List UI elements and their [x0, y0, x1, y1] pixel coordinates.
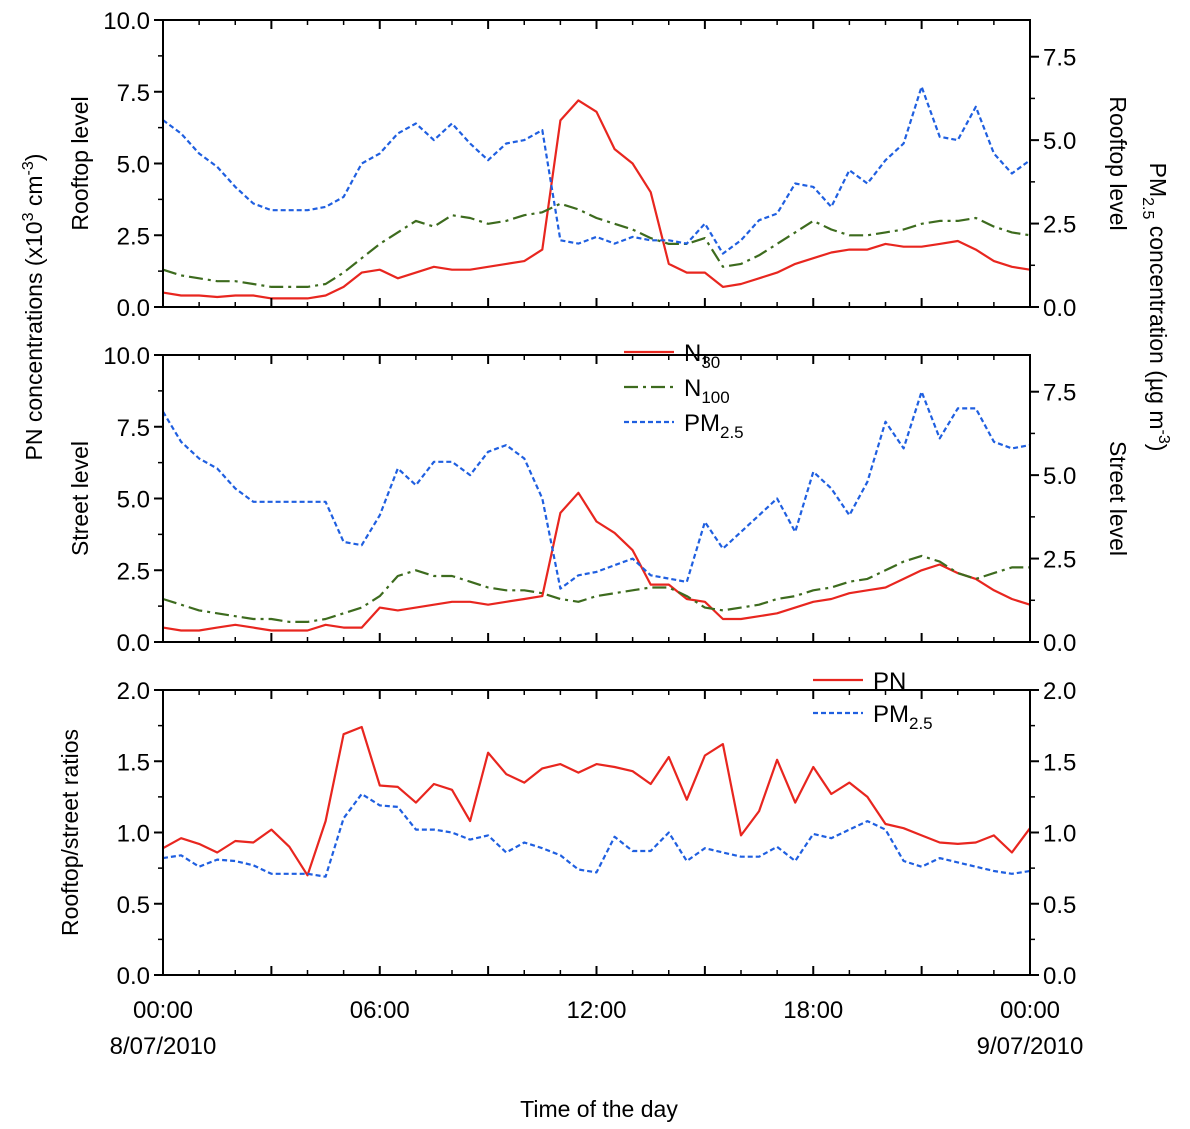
- legend-label-main: N: [684, 375, 701, 402]
- plot-frame-street: [162, 354, 1031, 643]
- right-axis-title-sub: 2.5: [1139, 197, 1156, 219]
- x-tick-date: 8/07/2010: [110, 1033, 217, 1060]
- legend-label-main: N: [684, 340, 701, 367]
- y-tick-label-left: 2.5: [117, 223, 150, 250]
- series-rooftop-n100: [162, 202, 1031, 288]
- series-rooftop-n30: [162, 99, 1031, 300]
- series-street-n30: [162, 491, 1031, 632]
- legend-label-main: PM: [684, 410, 720, 437]
- y-axis-label-rooftop: Rooftop level: [67, 96, 93, 230]
- y-axis-label-street: Street level: [67, 441, 93, 556]
- panel-rooftop: 0.0 2.5 5.0 7.5 10.0 0.0 2.5 5.0 7.5 Rooftop leve…: [67, 8, 1131, 322]
- legend-label: PM2.5: [873, 701, 933, 733]
- y-tick-label-left: 7.5: [117, 80, 150, 107]
- x-tick-label: 18:00: [783, 997, 843, 1024]
- y-tick-label-right: 1.5: [1043, 749, 1076, 776]
- x-tick-label: 00:00: [133, 997, 193, 1024]
- legend-label-sub: 30: [701, 353, 720, 372]
- legend-label-sub: 100: [701, 388, 729, 407]
- y-tick-label-left: 5.0: [117, 152, 150, 179]
- y-tick-label-right: 2.5: [1043, 547, 1076, 574]
- legend-label-sub: 2.5: [909, 714, 933, 733]
- left-axis-title-unit: cm: [21, 175, 47, 212]
- legend-label-main: PM: [873, 701, 909, 728]
- y-tick-label-right: 0.5: [1043, 892, 1076, 919]
- y-tick-label-left: 10.0: [103, 8, 150, 35]
- left-axis-title: PN concentrations (x103 cm-3): [20, 154, 47, 461]
- y-tick-label-right: 2.5: [1043, 212, 1076, 239]
- y-axis-label-ratios: Rooftop/street ratios: [57, 729, 83, 936]
- legend-label: PM2.5: [684, 410, 744, 442]
- y-tick-label-right: 0.0: [1043, 963, 1076, 990]
- y-tick-label-right: 5.0: [1043, 463, 1076, 490]
- y-tick-label-left: 0.0: [117, 630, 150, 657]
- legend-label: N100: [684, 375, 730, 407]
- series-rooftop-pm25: [162, 85, 1031, 255]
- y-tick-label-left: 1.5: [117, 749, 150, 776]
- left-axis-title-main: PN concentrations (x10: [21, 221, 47, 460]
- y-axis-label-right-rooftop: Rooftop level: [1105, 96, 1131, 230]
- panel-street: 0.0 2.5 5.0 7.5 10.0 0.0 2.5 5.0 7.5 Street level…: [67, 343, 1131, 657]
- y-tick-label-right: 2.0: [1043, 678, 1076, 705]
- y-tick-label-left: 1.0: [117, 821, 150, 848]
- y-tick-label-left: 0.0: [117, 295, 150, 322]
- series-street-n100: [162, 554, 1030, 624]
- y-tick-label-right: 5.0: [1043, 128, 1076, 155]
- y-tick-label-left: 10.0: [103, 343, 150, 370]
- series-ratios-pm25: [162, 792, 1031, 878]
- series-street-pm25: [162, 390, 1031, 590]
- left-axis-title-close: ): [21, 154, 47, 162]
- right-axis-title-close: ): [1145, 444, 1171, 452]
- y-tick-label-right: 7.5: [1043, 45, 1076, 72]
- y-tick-label-left: 2.0: [117, 678, 150, 705]
- y-tick-label-right: 0.0: [1043, 630, 1076, 657]
- chart-panels: 0.0 2.5 5.0 7.5 10.0 0.0 2.5 5.0 7.5 Rooftop leve…: [57, 8, 1131, 1060]
- left-axis-title-unit-sup: -3: [20, 161, 37, 175]
- y-tick-label-right: 1.0: [1043, 821, 1076, 848]
- y-tick-label-left: 5.0: [117, 487, 150, 514]
- panel-ratios: 0.0 0.5 1.0 1.5 2.0 0.0 0.5 1.0 1.5 2.0 Rooftop/st…: [57, 678, 1076, 990]
- x-axis-title: Time of the day: [520, 1096, 678, 1122]
- legend-label: PN: [873, 668, 906, 695]
- right-axis-title-sup: -3: [1155, 429, 1172, 443]
- x-tick-label: 00:00: [1000, 997, 1060, 1024]
- legend-label: N30: [684, 340, 720, 372]
- y-tick-label-right: 0.0: [1043, 295, 1076, 322]
- y-tick-label-left: 0.0: [117, 963, 150, 990]
- y-axis-label-right-street: Street level: [1105, 441, 1131, 556]
- x-tick-label: 06:00: [350, 997, 410, 1024]
- right-axis-title-rest: concentration (µg m: [1145, 219, 1171, 429]
- legend-bottom: PN PM2.5: [813, 668, 933, 733]
- right-axis-title: PM2.5 concentration (µg m-3): [1139, 163, 1172, 452]
- y-tick-label-left: 7.5: [117, 415, 150, 442]
- left-axis-title-sup: 3: [20, 212, 37, 221]
- legend-label-sub: 2.5: [720, 423, 744, 442]
- legend-label-main: PN: [873, 668, 906, 695]
- plot-frame-ratios: [162, 689, 1031, 976]
- y-tick-label-left: 2.5: [117, 558, 150, 585]
- x-tick-labels: 00:00 8/07/2010 06:00 12:00 18:00 00:00 9/07/2…: [110, 997, 1084, 1060]
- plot-frame-rooftop: [162, 19, 1031, 308]
- y-tick-label-right: 7.5: [1043, 380, 1076, 407]
- x-tick-date: 9/07/2010: [977, 1033, 1084, 1060]
- series-ratios-pn: [162, 725, 1031, 877]
- y-tick-label-left: 0.5: [117, 892, 150, 919]
- right-axis-title-main: PM: [1145, 163, 1171, 198]
- x-tick-label: 12:00: [566, 997, 626, 1024]
